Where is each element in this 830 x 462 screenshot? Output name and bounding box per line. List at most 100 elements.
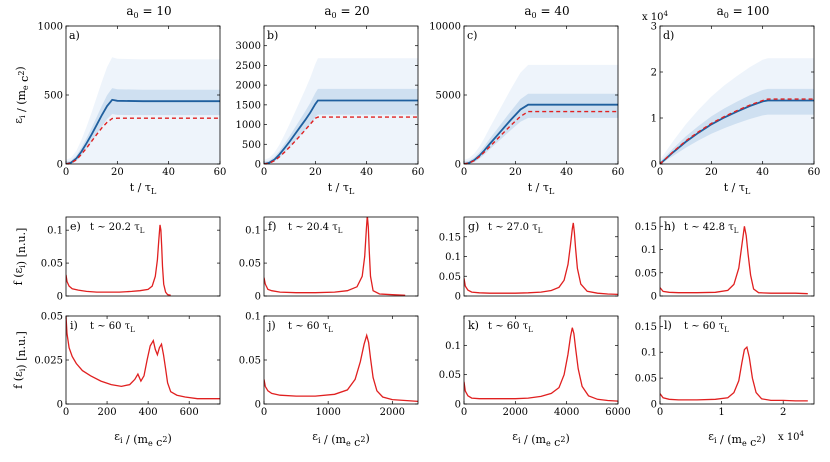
- y-tick-label: 500: [44, 91, 63, 102]
- y-tick-label: 3000: [236, 41, 261, 52]
- y-tick-label: 0.05: [635, 374, 657, 385]
- y-tick-label: 0: [651, 160, 657, 171]
- label-part: i: [18, 115, 27, 118]
- annotation-subscript: L: [538, 227, 543, 235]
- title-value: = 100: [729, 4, 770, 18]
- label-part: c: [18, 76, 31, 86]
- x-label-main: t / τ: [328, 181, 349, 194]
- time-annotation: t ~ 27.0 τL: [488, 222, 543, 235]
- x-tick-label: 400: [139, 407, 158, 418]
- y-axis-label: f (εi) [n.u.]: [12, 331, 28, 389]
- x-tick-label: 2000: [380, 407, 405, 418]
- label-part: ε: [512, 430, 518, 443]
- title-sub: 0: [134, 11, 139, 20]
- panel-label: i): [70, 319, 78, 332]
- x-tick-label: 20: [111, 167, 124, 178]
- panel-label: f): [268, 220, 276, 233]
- label-part: / (m: [321, 433, 347, 446]
- y-axis-label: εi / (me c2): [12, 66, 31, 123]
- axes-frame: [659, 25, 815, 165]
- mean-energy-curve: [464, 103, 618, 164]
- panel-e: 00.050.1 e) t ~ 20.2 τLf (εi) [n.u.]: [12, 216, 221, 303]
- y-tick-label: 1000: [38, 22, 63, 33]
- spectrum-curve: [264, 217, 406, 296]
- y-tick-label: 0.1: [245, 226, 261, 237]
- plot-area: [660, 226, 808, 295]
- y-tick-label: 0.1: [245, 312, 261, 323]
- x-tick-label: 1000: [315, 407, 340, 418]
- label-part: i: [714, 436, 717, 445]
- annotation-text: t ~ 20.2 τ: [90, 222, 140, 233]
- y-tick-label: 0.05: [635, 268, 657, 279]
- x-axis-label: t / τL: [724, 181, 751, 196]
- time-annotation: t ~ 42.8 τL: [684, 222, 739, 235]
- spectrum-curve: [264, 333, 418, 403]
- title-sub: 0: [532, 11, 537, 20]
- y-tick-label: 0.1: [641, 348, 657, 359]
- plot-area: [264, 333, 418, 403]
- time-annotation: t ~ 20.4 τL: [288, 222, 343, 235]
- x-axis-label: εi / (me c2): [512, 430, 569, 449]
- annotation-text: t ~ 20.4 τ: [288, 222, 338, 233]
- x-label-sub: L: [349, 187, 355, 196]
- y-multiplier: x 104: [642, 10, 669, 23]
- y-tick-label: 0: [57, 400, 63, 411]
- y-tick-label: 0.1: [47, 226, 63, 237]
- y-axis-label: f (εi) [n.u.]: [12, 228, 28, 286]
- x-tick-label: 1: [718, 407, 724, 418]
- mean-energy-curve: [264, 99, 418, 164]
- label-part: ε: [312, 430, 318, 443]
- x-tick-label: 2: [780, 407, 786, 418]
- title-a: a: [126, 4, 133, 18]
- panel-label: h): [664, 220, 675, 233]
- label-part: 2: [756, 435, 761, 444]
- x-tick-label: 40: [560, 167, 573, 178]
- annotation-text: t ~ 60 τ: [684, 321, 725, 332]
- x-tick-label: 0: [261, 407, 267, 418]
- panel-label: j): [266, 319, 276, 332]
- y-tick-label: 0: [255, 160, 261, 171]
- axes-frame: [65, 216, 221, 297]
- annotation-text: t ~ 27.0 τ: [488, 222, 538, 233]
- y-tick-label: 0: [651, 400, 657, 411]
- y-tick-label: 0.025: [34, 356, 63, 367]
- time-annotation: t ~ 60 τL: [90, 321, 135, 334]
- x-tick-label: 40: [360, 167, 373, 178]
- panel-label: a): [69, 29, 80, 42]
- x-tick-label: 40: [162, 167, 175, 178]
- label-part: ) [n.u.]: [15, 228, 28, 266]
- y-tick-label: 0.05: [239, 356, 261, 367]
- x-tick-label: 0: [63, 167, 69, 178]
- y-tick-label: 0.15: [635, 322, 657, 333]
- y-tick-label: 2000: [236, 81, 261, 92]
- label-part: f (ε: [12, 371, 25, 389]
- label-part: e: [148, 439, 153, 448]
- label-part: ): [167, 432, 171, 445]
- annotation-text: t ~ 60 τ: [288, 321, 329, 332]
- label-part: e: [546, 439, 551, 448]
- x-tick-label: 200: [98, 407, 117, 418]
- plot-area: [464, 327, 618, 402]
- label-part: 2: [162, 435, 167, 444]
- mult-base: x 10: [642, 12, 664, 23]
- plot-area: [66, 224, 171, 296]
- annotation-subscript: L: [140, 227, 145, 235]
- plot-area: [66, 316, 220, 400]
- title-sub: 0: [724, 11, 729, 20]
- x-axis-label: εi / (me c2): [312, 430, 369, 449]
- title-a: a: [717, 4, 724, 18]
- y-tick-label: 500: [242, 140, 261, 151]
- panel-label: l): [664, 319, 672, 332]
- label-part: c: [351, 436, 361, 449]
- label-part: / (m: [15, 89, 28, 115]
- x-tick-label: 6000: [605, 407, 630, 418]
- distribution-band: [660, 88, 814, 164]
- y-tick-label: 0.15: [635, 222, 657, 233]
- label-part: 2: [17, 71, 26, 76]
- label-part: i: [318, 436, 321, 445]
- annotation-text: t ~ 60 τ: [90, 321, 131, 332]
- y-tick-label: 0: [455, 160, 461, 171]
- panel-label: e): [70, 220, 81, 233]
- label-part: c: [551, 436, 561, 449]
